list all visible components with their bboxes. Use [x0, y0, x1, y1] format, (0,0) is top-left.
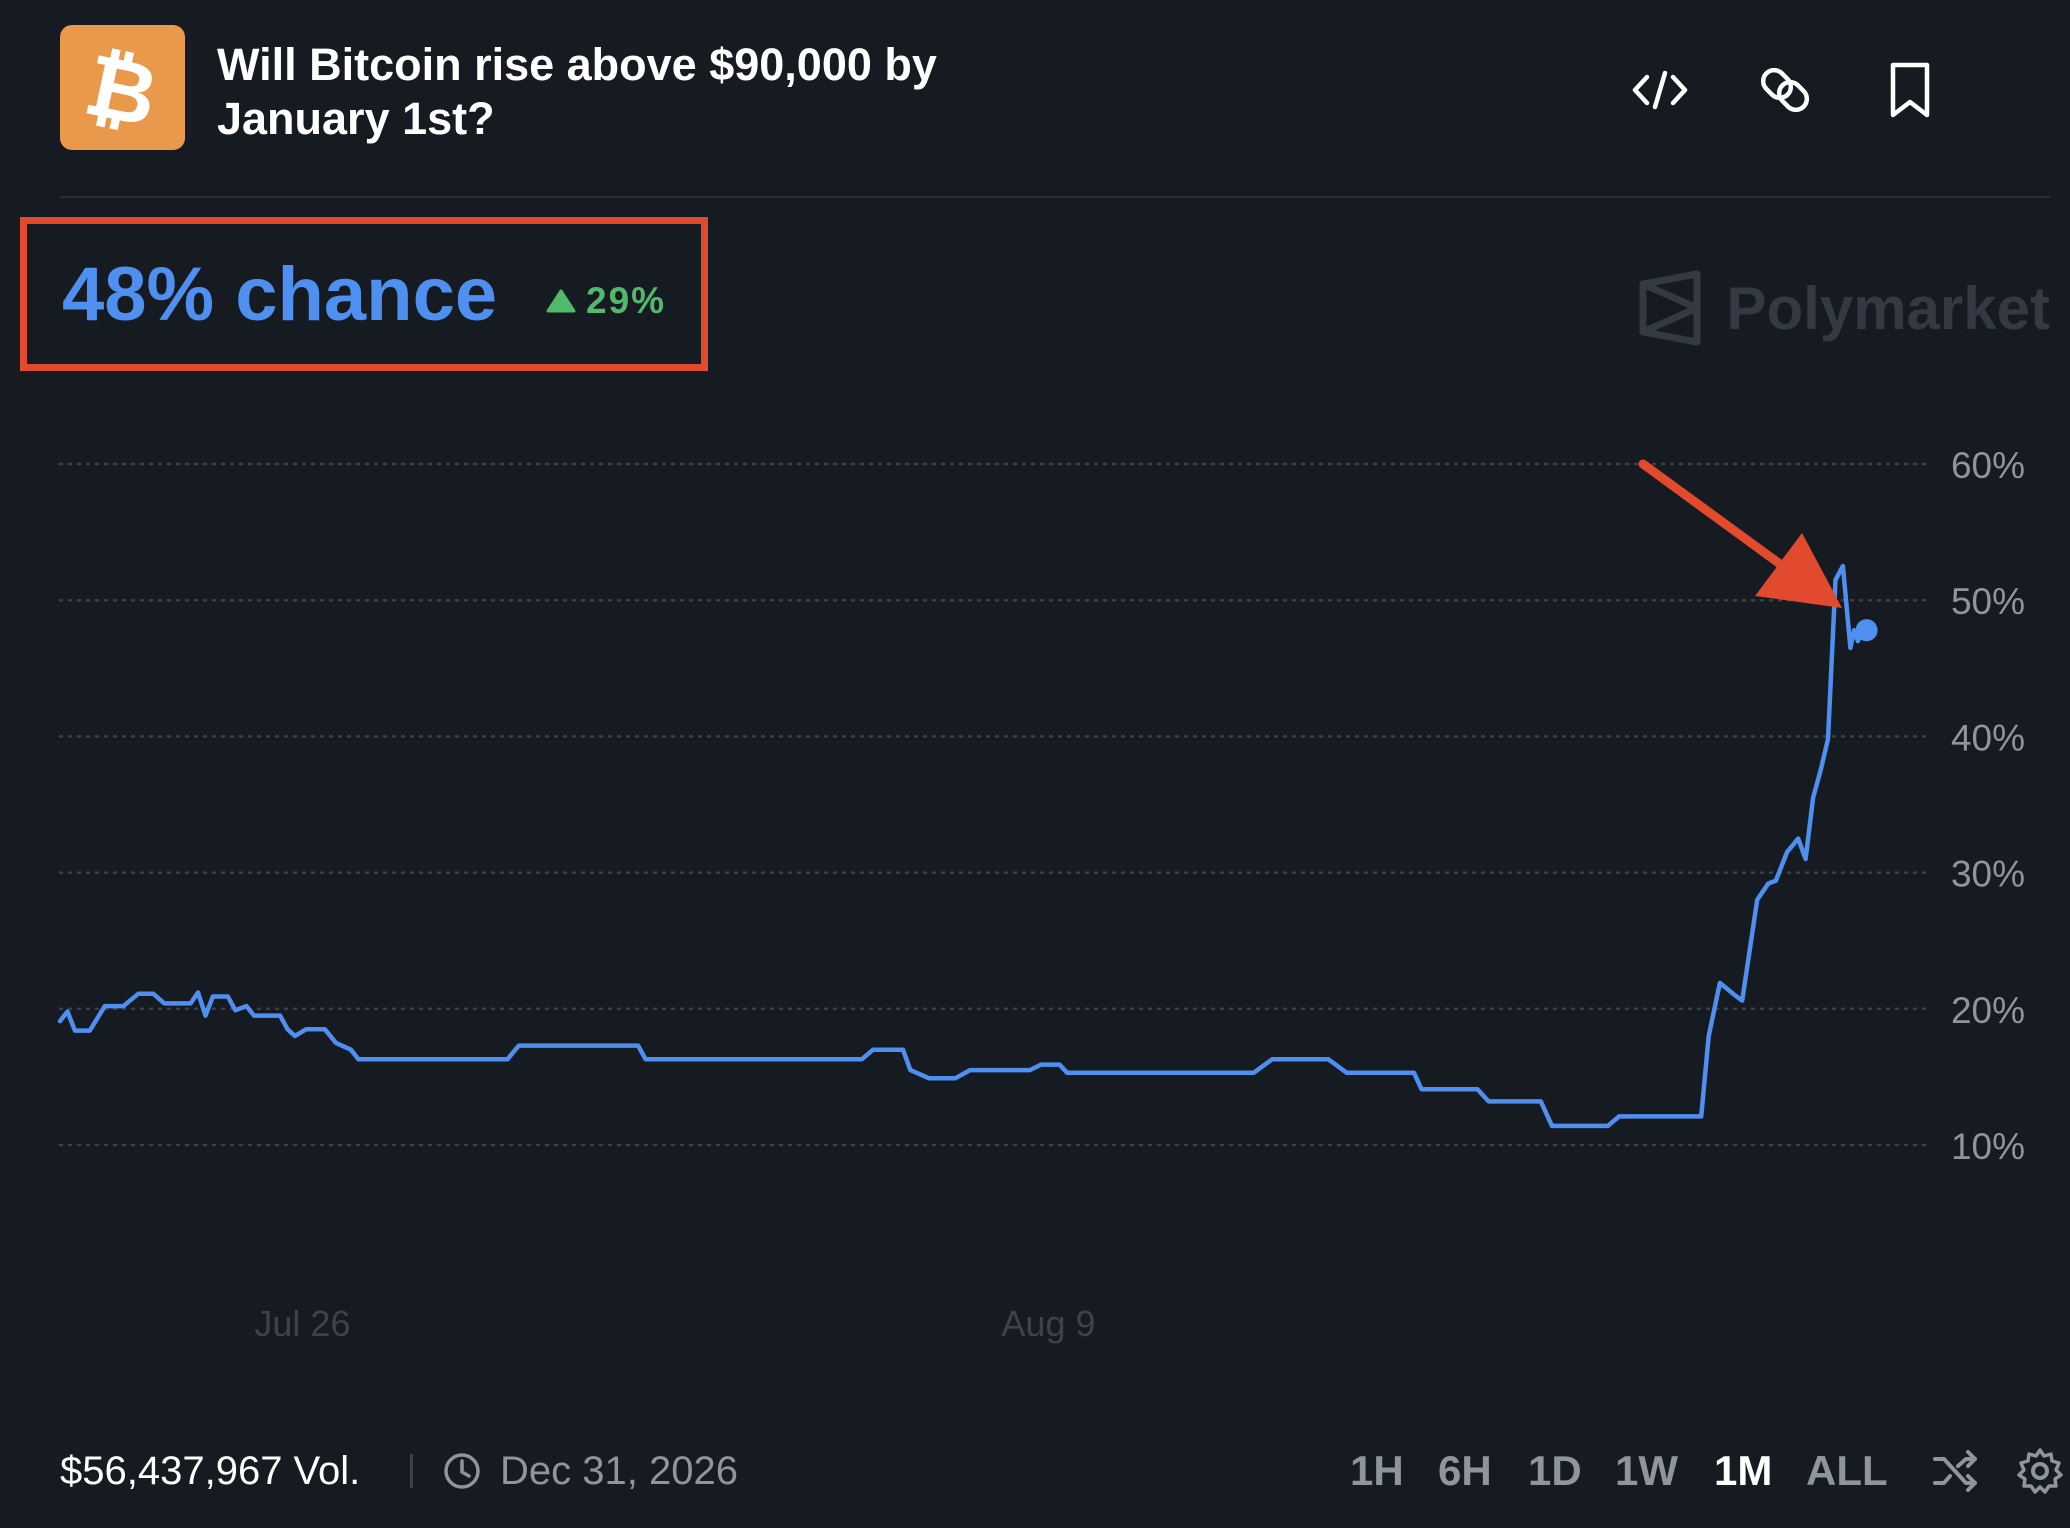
chance-change: 29% — [546, 280, 666, 322]
price-line — [57, 563, 1864, 1129]
annotation-arrow-shaft — [1638, 459, 1785, 569]
embed-code-icon — [1632, 70, 1688, 110]
header-divider — [60, 196, 2050, 198]
footer-separator — [410, 1454, 413, 1488]
svg-text:₿: ₿ — [76, 35, 165, 147]
x-tick-label: Jul 26 — [254, 1303, 350, 1344]
copy-link-button[interactable] — [1750, 55, 1820, 125]
y-tick-label: 10% — [1951, 1126, 2025, 1167]
range-6h[interactable]: 6H — [1438, 1447, 1492, 1494]
time-range-selector: 1H 6H 1D 1W 1M ALL — [1350, 1440, 2070, 1502]
price-chart: 10% 20% 30% 40% 50% 60% Jul 26 Aug 9 — [0, 400, 2070, 1360]
polymarket-watermark: Polymarket — [1635, 270, 2051, 346]
embed-code-button[interactable] — [1625, 55, 1695, 125]
bitcoin-icon: ₿ — [76, 35, 165, 147]
bookmark-icon — [1890, 62, 1930, 118]
watermark-text: Polymarket — [1726, 274, 2051, 342]
triangle-up-icon — [546, 289, 576, 313]
clock-icon — [444, 1453, 480, 1489]
settings-button[interactable] — [2015, 1446, 2065, 1496]
annotation-arrow-head — [1755, 533, 1842, 608]
gear-icon — [2017, 1448, 2063, 1494]
link-icon — [1760, 67, 1810, 113]
range-all[interactable]: ALL — [1806, 1447, 1888, 1494]
x-tick-label: Aug 9 — [1001, 1303, 1095, 1344]
range-1m[interactable]: 1M — [1714, 1447, 1773, 1494]
shuffle-button[interactable] — [1930, 1446, 1980, 1496]
range-1w[interactable]: 1W — [1615, 1447, 1678, 1494]
y-tick-label: 50% — [1951, 581, 2025, 622]
header-actions — [1632, 55, 2070, 125]
bookmark-button[interactable] — [1875, 55, 1945, 125]
end-date-text: Dec 31, 2026 — [500, 1448, 738, 1493]
y-tick-label: 40% — [1951, 717, 2025, 758]
market-footer: $56,437,967 Vol. Dec 31, 2026 1H 6H 1D 1… — [0, 1440, 2070, 1502]
polymarket-logo-icon — [1639, 270, 1700, 346]
shuffle-icon — [1933, 1450, 1977, 1492]
range-1d[interactable]: 1D — [1528, 1447, 1582, 1494]
market-title: Will Bitcoin rise above $90,000 by Janua… — [217, 39, 937, 144]
volume-label: $56,437,967 Vol. — [60, 1449, 361, 1493]
chart-svg: 10% 20% 30% 40% 50% 60% Jul 26 Aug 9 — [57, 445, 2025, 1344]
y-tick-label: 30% — [1951, 854, 2025, 895]
current-value-dot — [1855, 619, 1878, 642]
y-tick-label: 60% — [1951, 445, 2025, 486]
change-value: 29% — [586, 280, 667, 321]
range-1h[interactable]: 1H — [1350, 1447, 1404, 1494]
annotation-box — [20, 217, 708, 371]
y-tick-label: 20% — [1951, 990, 2025, 1031]
chance-value: 48% chance — [62, 252, 498, 337]
market-logo: ₿ — [60, 25, 185, 150]
end-date: Dec 31, 2026 — [442, 1440, 738, 1502]
